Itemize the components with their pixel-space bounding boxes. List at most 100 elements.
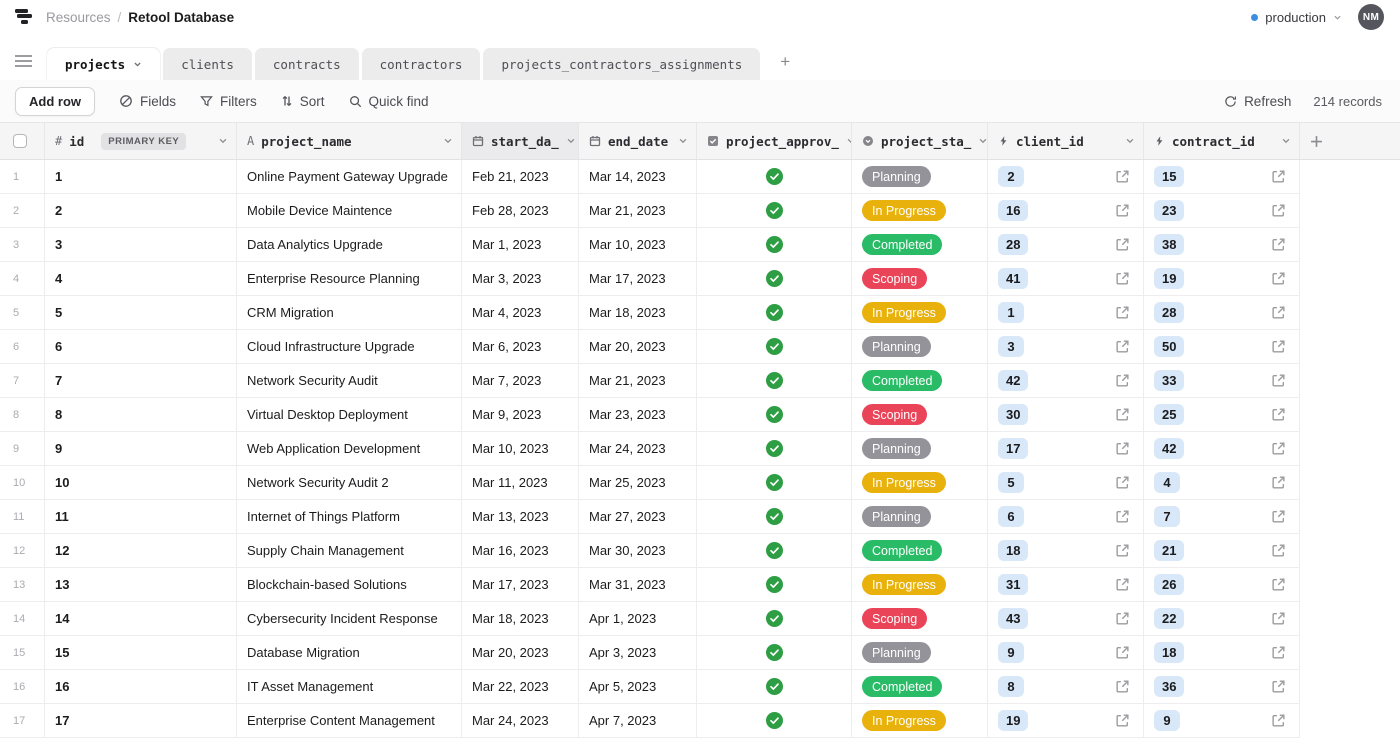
row-number-cell[interactable]: 10 [0, 466, 45, 500]
chevron-down-icon[interactable] [678, 136, 688, 146]
column-header-start-date[interactable]: start_da_ [462, 123, 579, 159]
row-number-cell[interactable]: 6 [0, 330, 45, 364]
id-cell[interactable]: 9 [45, 432, 237, 466]
chevron-down-icon[interactable] [133, 60, 142, 69]
start-date-cell[interactable]: Mar 7, 2023 [462, 364, 579, 398]
contract-id-cell[interactable]: 36 [1144, 670, 1300, 704]
project-status-cell[interactable]: In Progress [852, 194, 988, 228]
refresh-button[interactable]: Refresh [1224, 94, 1291, 109]
row-number-cell[interactable]: 14 [0, 602, 45, 636]
project-status-cell[interactable]: In Progress [852, 704, 988, 738]
client-id-cell[interactable]: 31 [988, 568, 1144, 602]
project-approval-cell[interactable] [697, 296, 852, 330]
client-id-cell[interactable]: 2 [988, 160, 1144, 194]
start-date-cell[interactable]: Mar 17, 2023 [462, 568, 579, 602]
start-date-cell[interactable]: Feb 21, 2023 [462, 160, 579, 194]
open-client-record-button[interactable] [1115, 509, 1130, 524]
open-client-record-button[interactable] [1115, 305, 1130, 320]
open-contract-record-button[interactable] [1271, 475, 1286, 490]
id-cell[interactable]: 6 [45, 330, 237, 364]
environment-selector[interactable]: production [1251, 10, 1342, 25]
tab-clients[interactable]: clients [163, 48, 252, 80]
open-contract-record-button[interactable] [1271, 373, 1286, 388]
filters-button[interactable]: Filters [200, 94, 257, 109]
end-date-cell[interactable]: Mar 27, 2023 [579, 500, 697, 534]
row-number-cell[interactable]: 11 [0, 500, 45, 534]
project-approval-cell[interactable] [697, 568, 852, 602]
row-number-cell[interactable]: 4 [0, 262, 45, 296]
project-status-cell[interactable]: Completed [852, 534, 988, 568]
start-date-cell[interactable]: Mar 1, 2023 [462, 228, 579, 262]
end-date-cell[interactable]: Mar 18, 2023 [579, 296, 697, 330]
id-cell[interactable]: 1 [45, 160, 237, 194]
project-approval-cell[interactable] [697, 398, 852, 432]
avatar[interactable]: NM [1358, 4, 1384, 30]
column-header-project-name[interactable]: A project_name [237, 123, 462, 159]
open-client-record-button[interactable] [1115, 543, 1130, 558]
client-id-cell[interactable]: 6 [988, 500, 1144, 534]
start-date-cell[interactable]: Mar 16, 2023 [462, 534, 579, 568]
add-table-button[interactable]: + [780, 52, 791, 71]
id-cell[interactable]: 17 [45, 704, 237, 738]
contract-id-cell[interactable]: 18 [1144, 636, 1300, 670]
contract-id-cell[interactable]: 26 [1144, 568, 1300, 602]
open-contract-record-button[interactable] [1271, 203, 1286, 218]
start-date-cell[interactable]: Mar 3, 2023 [462, 262, 579, 296]
chevron-down-icon[interactable] [978, 136, 988, 146]
quick-find-button[interactable]: Quick find [349, 94, 429, 109]
open-client-record-button[interactable] [1115, 713, 1130, 728]
project-status-cell[interactable]: Planning [852, 636, 988, 670]
chevron-down-icon[interactable] [443, 136, 453, 146]
project-approval-cell[interactable] [697, 602, 852, 636]
breadcrumb-resources-link[interactable]: Resources [46, 9, 111, 25]
column-header-client-id[interactable]: client_id [988, 123, 1144, 159]
column-header-project-status[interactable]: project_sta_ [852, 123, 988, 159]
project-approval-cell[interactable] [697, 262, 852, 296]
add-row-button[interactable]: Add row [15, 86, 95, 116]
contract-id-cell[interactable]: 28 [1144, 296, 1300, 330]
project-approval-cell[interactable] [697, 636, 852, 670]
open-client-record-button[interactable] [1115, 577, 1130, 592]
project-name-cell[interactable]: Network Security Audit 2 [237, 466, 462, 500]
contract-id-cell[interactable]: 19 [1144, 262, 1300, 296]
tab-projects_contractors_assignments[interactable]: projects_contractors_assignments [483, 48, 761, 80]
open-contract-record-button[interactable] [1271, 645, 1286, 660]
client-id-cell[interactable]: 18 [988, 534, 1144, 568]
end-date-cell[interactable]: Mar 10, 2023 [579, 228, 697, 262]
row-number-cell[interactable]: 15 [0, 636, 45, 670]
contract-id-cell[interactable]: 38 [1144, 228, 1300, 262]
open-contract-record-button[interactable] [1271, 713, 1286, 728]
id-cell[interactable]: 5 [45, 296, 237, 330]
project-name-cell[interactable]: Web Application Development [237, 432, 462, 466]
column-header-id[interactable]: # id PRIMARY KEY [45, 123, 237, 159]
start-date-cell[interactable]: Mar 9, 2023 [462, 398, 579, 432]
project-status-cell[interactable]: In Progress [852, 466, 988, 500]
client-id-cell[interactable]: 19 [988, 704, 1144, 738]
project-name-cell[interactable]: Enterprise Content Management [237, 704, 462, 738]
start-date-cell[interactable]: Mar 20, 2023 [462, 636, 579, 670]
project-status-cell[interactable]: In Progress [852, 296, 988, 330]
project-name-cell[interactable]: Blockchain-based Solutions [237, 568, 462, 602]
end-date-cell[interactable]: Apr 1, 2023 [579, 602, 697, 636]
row-number-cell[interactable]: 16 [0, 670, 45, 704]
client-id-cell[interactable]: 16 [988, 194, 1144, 228]
start-date-cell[interactable]: Mar 24, 2023 [462, 704, 579, 738]
project-status-cell[interactable]: Completed [852, 670, 988, 704]
end-date-cell[interactable]: Mar 17, 2023 [579, 262, 697, 296]
project-approval-cell[interactable] [697, 194, 852, 228]
row-number-cell[interactable]: 3 [0, 228, 45, 262]
id-cell[interactable]: 16 [45, 670, 237, 704]
project-approval-cell[interactable] [697, 364, 852, 398]
project-status-cell[interactable]: In Progress [852, 568, 988, 602]
open-contract-record-button[interactable] [1271, 509, 1286, 524]
project-approval-cell[interactable] [697, 534, 852, 568]
tab-contracts[interactable]: contracts [254, 48, 359, 80]
project-approval-cell[interactable] [697, 466, 852, 500]
id-cell[interactable]: 12 [45, 534, 237, 568]
select-all-cell[interactable] [0, 123, 45, 159]
row-number-cell[interactable]: 17 [0, 704, 45, 738]
end-date-cell[interactable]: Mar 23, 2023 [579, 398, 697, 432]
start-date-cell[interactable]: Feb 28, 2023 [462, 194, 579, 228]
id-cell[interactable]: 11 [45, 500, 237, 534]
id-cell[interactable]: 15 [45, 636, 237, 670]
